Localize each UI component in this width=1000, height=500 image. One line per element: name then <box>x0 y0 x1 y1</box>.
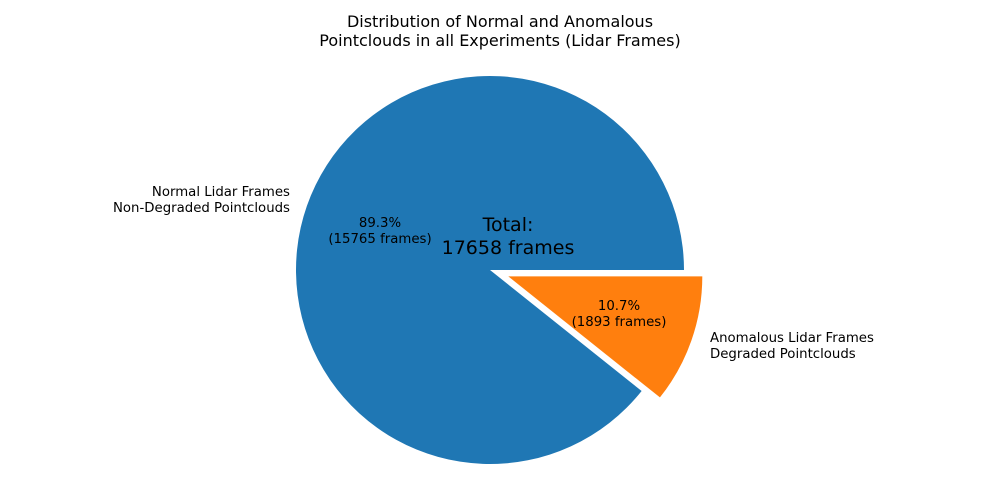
pie-slice-normal <box>296 75 684 464</box>
slice-autopct-anomalous: 10.7% (1893 frames) <box>571 299 667 330</box>
slice-label-anomalous: Anomalous Lidar Frames Degraded Pointclo… <box>710 331 874 362</box>
pie-slice-anomalous <box>508 276 703 398</box>
slice-label-normal: Normal Lidar Frames Non-Degraded Pointcl… <box>112 185 290 216</box>
total-annotation: Total: 17658 frames <box>441 214 575 259</box>
slice-autopct-normal: 89.3% (15765 frames) <box>328 216 432 247</box>
chart-title: Distribution of Normal and Anomalous Poi… <box>319 12 681 51</box>
